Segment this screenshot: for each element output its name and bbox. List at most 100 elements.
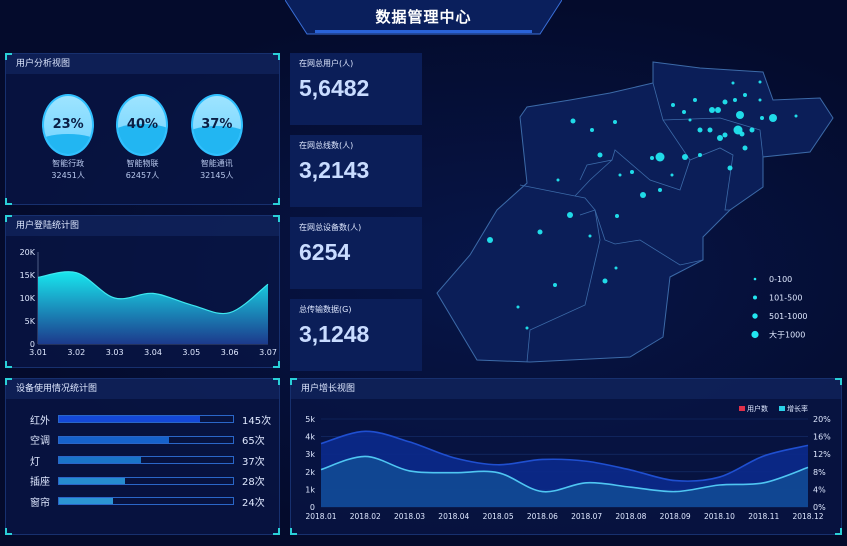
map-data-point — [615, 214, 619, 218]
legend-label: 0-100 — [769, 275, 792, 284]
gauge-count: 62457人 — [125, 171, 160, 180]
gauge-name: 智能通讯 — [200, 159, 233, 168]
y-right-tick-label: 20% — [813, 415, 831, 424]
map-data-point — [658, 188, 662, 192]
map-data-point — [758, 80, 762, 84]
gauge-name: 智能行政 — [52, 159, 85, 168]
device-usage-row: 灯 37次 — [30, 450, 279, 471]
stat-card: 在网总线数(人) 3,2143 — [290, 135, 422, 207]
device-name: 红外 — [30, 415, 50, 427]
user-ratio-gauge: 23% 智能行政 32451人 — [38, 94, 98, 180]
stat-label: 在网总设备数(人) — [299, 223, 362, 232]
map-data-point — [567, 212, 573, 218]
x-tick-label: 3.04 — [144, 348, 162, 357]
map-data-point — [602, 278, 608, 284]
user-ratio-gauge: 40% 智能物联 62457人 — [112, 94, 172, 180]
x-tick-label: 3.07 — [259, 348, 277, 357]
map-data-point — [693, 98, 697, 102]
legend-label: 大于1000 — [769, 330, 805, 340]
header: 数据管理中心 — [285, 0, 562, 38]
stat-value: 5,6482 — [299, 75, 370, 101]
usage-count: 37次 — [242, 456, 265, 468]
map-data-point — [682, 154, 688, 160]
liquid-wave — [44, 133, 93, 154]
y-left-tick-label: 2k — [305, 468, 315, 477]
usage-bar-track — [58, 497, 234, 506]
x-tick-label: 2018.10 — [704, 512, 735, 521]
area-fill — [38, 271, 268, 344]
map-data-point — [739, 131, 745, 137]
y-tick-label: 15K — [20, 271, 36, 280]
series-line — [320, 455, 809, 493]
map-region-outline — [436, 61, 834, 363]
stat-label: 总传输数据(G) — [299, 305, 352, 314]
map-data-point — [640, 192, 646, 198]
map-data-point — [742, 145, 748, 151]
map-data-point — [722, 99, 728, 105]
y-right-tick-label: 16% — [813, 433, 831, 442]
map-data-point — [671, 103, 675, 107]
legend-swatch — [739, 406, 745, 411]
map-region-border — [594, 209, 704, 266]
map-data-point — [537, 229, 543, 235]
map-region-border — [689, 147, 734, 211]
gauge-count: 32145人 — [200, 171, 234, 180]
x-tick-label: 3.03 — [106, 348, 124, 357]
map-data-point — [613, 120, 617, 124]
map-region-border — [662, 117, 764, 158]
x-tick-label: 2018.06 — [527, 512, 558, 521]
liquid-wave — [118, 123, 167, 154]
map-region-border — [579, 82, 691, 191]
gauge-count: 32451人 — [51, 171, 85, 180]
usage-bar-fill — [59, 498, 113, 505]
y-tick-label: 5K — [25, 317, 36, 326]
usage-count: 145次 — [242, 415, 272, 427]
liquid-fill-circle: 23% — [42, 94, 95, 156]
gauge-percent: 37% — [201, 117, 233, 132]
legend-label: 101-500 — [769, 294, 802, 303]
usage-count: 24次 — [242, 497, 265, 509]
y-left-tick-label: 5k — [305, 415, 315, 424]
map-data-point — [736, 111, 744, 119]
map-data-point — [698, 153, 702, 157]
map-data-point — [709, 107, 715, 113]
header-frame — [285, 0, 562, 35]
usage-bar-track — [58, 435, 234, 444]
liquid-fill-circle: 40% — [116, 94, 169, 156]
map-region-border — [574, 159, 613, 197]
stat-value: 3,1248 — [299, 321, 370, 347]
usage-bar-fill — [59, 436, 169, 443]
x-tick-label: 2018.01 — [305, 512, 336, 521]
y-left-tick-label: 0 — [310, 503, 315, 512]
map-data-point — [553, 283, 557, 287]
x-tick-label: 2018.04 — [438, 512, 469, 521]
growth-area-chart: 0 0% 1k 4% 2k 8% 3k 12% 4k 16% 5k 20% 2018.01 2018.02… — [305, 404, 831, 521]
device-name: 窗帘 — [30, 497, 50, 509]
y-right-tick-label: 12% — [813, 450, 831, 459]
x-tick-label: 2018.08 — [615, 512, 646, 521]
map-data-point — [590, 128, 594, 132]
series-area — [321, 456, 808, 507]
y-right-tick-label: 4% — [813, 485, 826, 494]
map-data-point — [727, 165, 733, 171]
x-tick-label: 2018.05 — [483, 512, 514, 521]
region-map: 0-100 101-500 501-1000 大于1000 — [436, 61, 834, 363]
map-data-point — [697, 127, 703, 133]
panel-title: 用户分析视图 — [6, 54, 279, 74]
user-analysis-panel: 用户分析视图 23% 智能行政 32451人 40% 智能物联 62457人 37% 智能通讯… — [5, 53, 280, 205]
panel-title: 用户登陆统计图 — [6, 216, 279, 236]
series-line — [320, 430, 809, 482]
stat-label: 在网总用户(人) — [299, 59, 354, 68]
gauge-name: 智能物联 — [126, 159, 159, 168]
map-data-point — [516, 305, 520, 309]
liquid-fill-circle: 37% — [190, 94, 243, 156]
usage-bar-track — [58, 456, 234, 465]
map-data-point — [743, 93, 747, 97]
map-data-point — [670, 173, 674, 177]
stat-card: 总传输数据(G) 3,1248 — [290, 299, 422, 371]
legend-label: 用户数 — [747, 404, 768, 413]
map-data-point — [749, 127, 755, 133]
stat-card: 在网总设备数(人) 6254 — [290, 217, 422, 289]
usage-count: 65次 — [242, 436, 265, 448]
map-data-point — [597, 152, 603, 158]
